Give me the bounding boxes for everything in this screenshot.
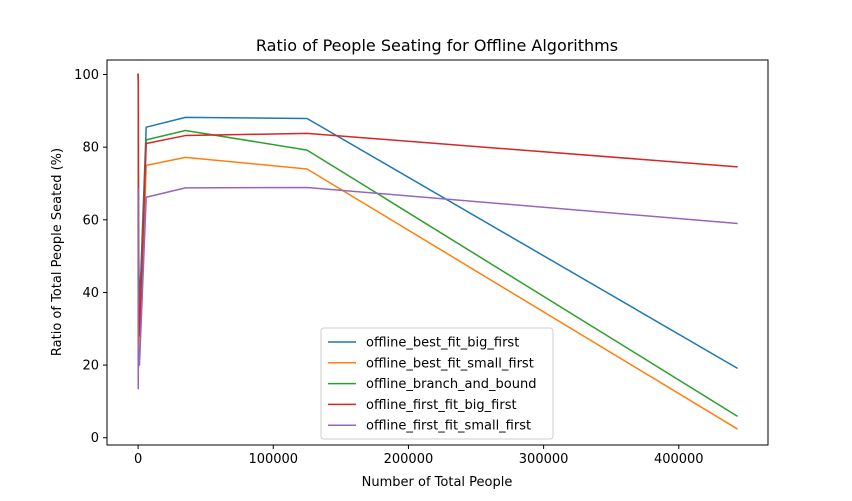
x-tick-label: 400000 <box>654 452 704 467</box>
legend-label-4: offline_first_fit_big_first <box>366 398 517 413</box>
y-tick-label: 80 <box>82 141 99 156</box>
legend-label-5: offline_first_fit_small_first <box>366 419 531 434</box>
x-tick-label: 200000 <box>384 452 434 467</box>
legend-label-2: offline_best_fit_small_first <box>366 356 534 371</box>
y-tick-label: 40 <box>82 286 99 301</box>
axis-ticks: 0 100000 200000 300000 400000 0 20 40 60 80 100 <box>74 68 703 467</box>
legend: offline_best_fit_big_first offline_best_f… <box>320 327 554 440</box>
x-tick-label: 300000 <box>519 452 569 467</box>
series-lines <box>137 73 738 430</box>
chart-title: Ratio of People Seating for Offline Algo… <box>256 36 618 55</box>
legend-items: offline_best_fit_big_first offline_best_f… <box>328 336 536 434</box>
x-axis-title: Number of Total People <box>362 475 513 490</box>
series-line-4 <box>137 73 738 337</box>
y-tick-label: 100 <box>74 68 99 83</box>
x-tick-label: 100000 <box>248 452 298 467</box>
series-line-5 <box>137 186 738 390</box>
x-tick-label: 0 <box>134 452 142 467</box>
plot-frame <box>106 59 769 446</box>
y-tick-label: 20 <box>82 359 99 374</box>
y-tick-label: 0 <box>91 431 99 446</box>
legend-box <box>320 327 554 440</box>
y-axis-title: Ratio of Total People Seated (%) <box>50 148 65 356</box>
legend-label-3: offline_branch_and_bound <box>366 377 536 392</box>
legend-label-1: offline_best_fit_big_first <box>366 336 519 351</box>
y-tick-label: 60 <box>82 213 99 228</box>
